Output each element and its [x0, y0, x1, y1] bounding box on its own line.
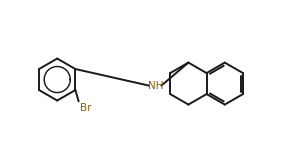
Text: NH: NH: [148, 81, 164, 91]
Text: Br: Br: [80, 103, 92, 112]
